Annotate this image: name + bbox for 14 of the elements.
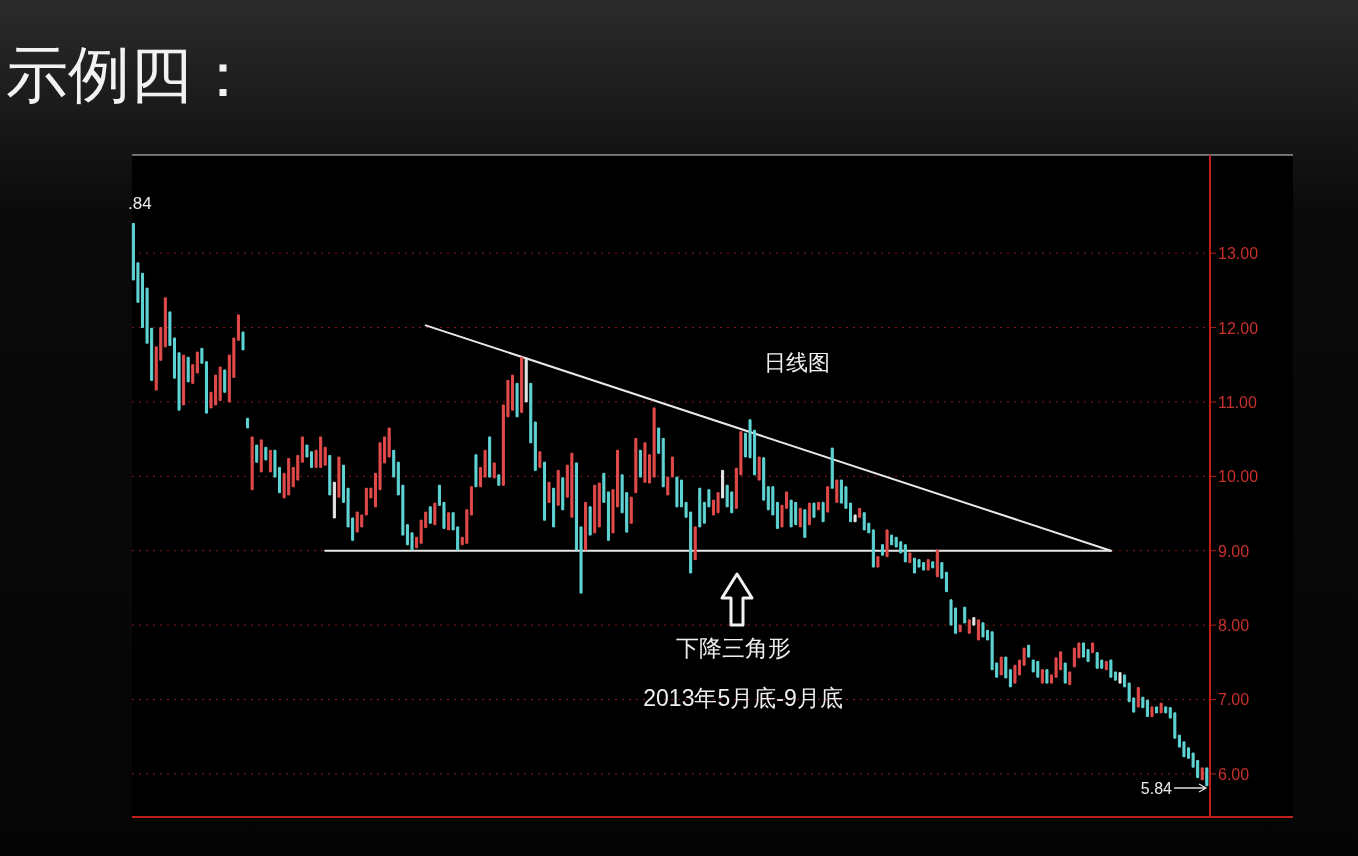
annotation: 2013年5月底-9月底 — [643, 685, 843, 711]
y-tick-label: 12.00 — [1218, 319, 1259, 337]
annotation: 5.84 — [1140, 780, 1173, 797]
y-tick-label: 13.00 — [1218, 245, 1259, 263]
y-tick-label: 6.00 — [1218, 765, 1250, 783]
y-tick-label: 8.00 — [1218, 617, 1250, 635]
y-tick-label: 7.00 — [1218, 691, 1250, 709]
y-tick-label: 9.00 — [1218, 542, 1250, 560]
chart-title: 示例四： — [6, 40, 254, 109]
annotation: 下降三角形 — [675, 635, 791, 661]
y-tick-label: 10.00 — [1218, 468, 1259, 486]
text: 日线图 — [764, 350, 830, 375]
annotation: .84 — [128, 194, 152, 213]
y-tick-label: 11.00 — [1218, 393, 1257, 411]
